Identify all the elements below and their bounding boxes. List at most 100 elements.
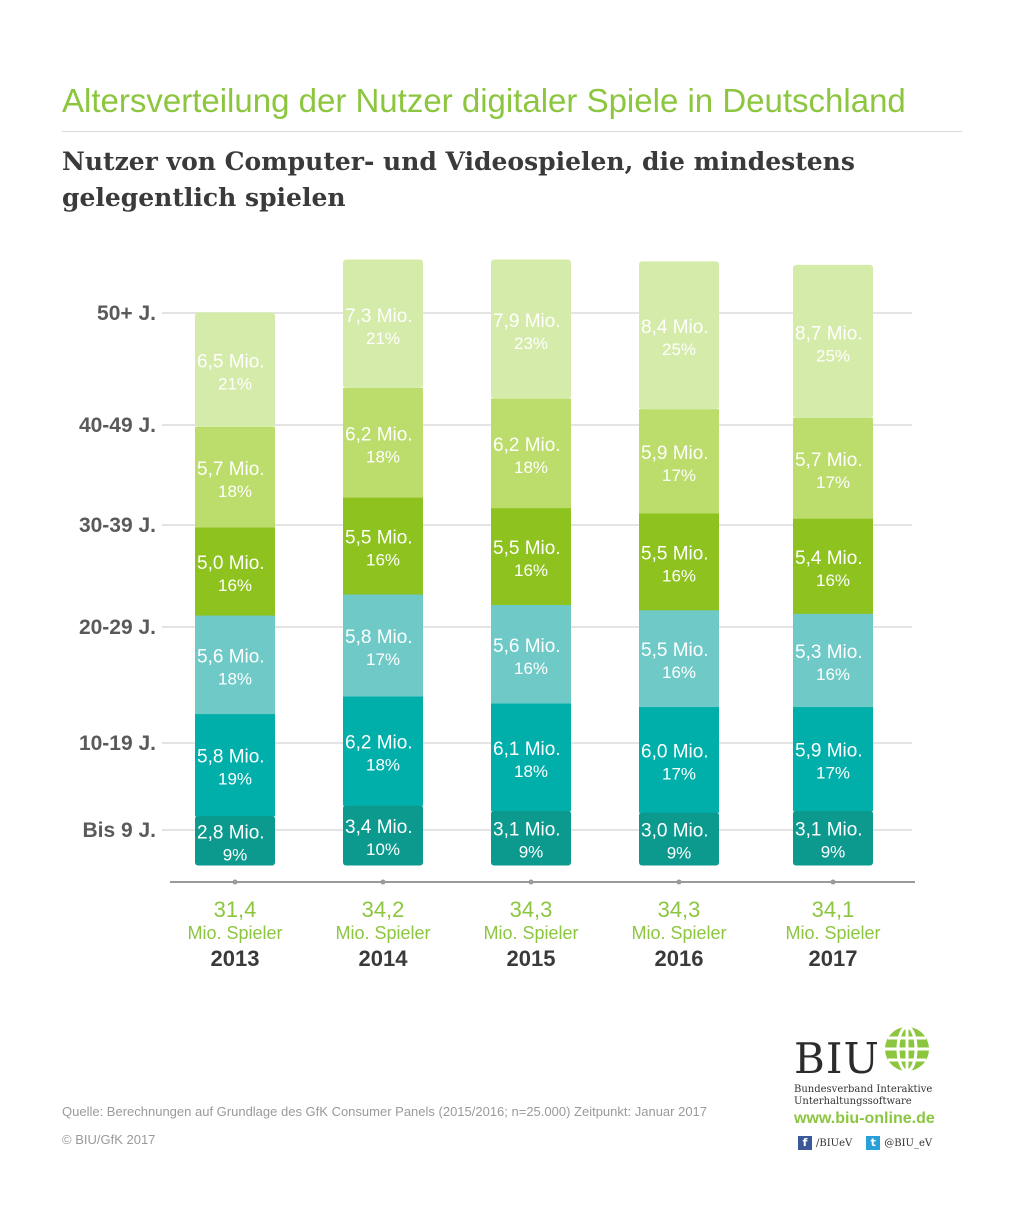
total-value-label: 34,2 xyxy=(362,897,405,922)
bar-segment xyxy=(793,264,873,418)
total-value-label: 34,3 xyxy=(658,897,701,922)
segment-percent-label: 25% xyxy=(816,346,850,365)
globe-icon xyxy=(885,1025,929,1073)
bar-segment xyxy=(639,513,719,611)
segment-value-label: 5,5 Mio. xyxy=(493,538,561,559)
segment-percent-label: 18% xyxy=(514,458,548,477)
segment-value-label: 5,5 Mio. xyxy=(345,528,413,549)
segment-value-label: 5,5 Mio. xyxy=(641,543,709,564)
bar-segment xyxy=(195,615,275,715)
segment-value-label: 6,5 Mio. xyxy=(197,352,265,373)
bar-segment xyxy=(195,815,275,866)
twitter-icon[interactable]: t xyxy=(866,1136,881,1150)
age-group-label: Bis 9 J. xyxy=(82,819,156,842)
segment-percent-label: 17% xyxy=(816,764,850,783)
bar-segment xyxy=(639,706,719,813)
stacked-bar-chart: Bis 9 J. 10-19 J. 20-29 J. 30-39 J. 40-49 J.… xyxy=(79,259,915,971)
total-unit-label: Mio. Spieler xyxy=(335,923,430,943)
segment-value-label: 6,2 Mio. xyxy=(345,425,413,446)
segment-percent-label: 16% xyxy=(218,576,252,595)
bar-segment xyxy=(195,527,275,616)
segment-percent-label: 23% xyxy=(514,334,548,353)
segment-percent-label: 16% xyxy=(514,659,548,678)
segment-value-label: 6,0 Mio. xyxy=(641,741,709,762)
segment-value-label: 5,8 Mio. xyxy=(345,627,413,648)
bar-segment xyxy=(639,409,719,514)
segment-percent-label: 17% xyxy=(662,764,696,783)
segment-percent-label: 10% xyxy=(366,840,400,859)
year-label: 2014 xyxy=(359,946,409,971)
segment-value-label: 5,0 Mio. xyxy=(197,553,265,574)
bar-segment xyxy=(793,706,873,811)
bar-segment xyxy=(491,507,571,606)
source-note: Quelle: Berechnungen auf Grundlage des G… xyxy=(62,1104,708,1119)
bar-segment xyxy=(343,805,423,866)
segment-percent-label: 16% xyxy=(816,665,850,684)
bar-segment xyxy=(793,613,873,708)
segment-value-label: 5,4 Mio. xyxy=(795,548,863,569)
social-links: f /BIUeV t @BIU_eV xyxy=(798,1136,932,1150)
bar-segment xyxy=(343,593,423,697)
axis-tick xyxy=(232,879,238,885)
year-label: 2013 xyxy=(211,946,260,971)
total-value-label: 34,3 xyxy=(510,897,553,922)
copyright-note: © BIU/GfK 2017 xyxy=(62,1132,156,1147)
bar-segment xyxy=(491,259,571,399)
segment-percent-label: 18% xyxy=(218,669,252,688)
segment-percent-label: 21% xyxy=(218,375,252,394)
bar-segment xyxy=(343,259,423,389)
chart-subtitle: Nutzer von Computer- und Videospielen, d… xyxy=(62,147,855,212)
total-value-label: 34,1 xyxy=(812,897,855,922)
year-label: 2015 xyxy=(507,946,556,971)
title-divider xyxy=(62,131,962,132)
segment-value-label: 3,1 Mio. xyxy=(493,820,561,841)
segment-percent-label: 16% xyxy=(816,571,850,590)
segment-percent-label: 17% xyxy=(816,473,850,492)
bar-segment xyxy=(639,609,719,708)
segment-percent-label: 18% xyxy=(514,762,548,781)
bar-segment xyxy=(195,713,275,817)
bar-segment xyxy=(793,518,873,614)
bar-segment xyxy=(639,261,719,410)
year-label: 2017 xyxy=(809,946,858,971)
age-group-label: 30-39 J. xyxy=(79,514,156,537)
total-unit-label: Mio. Spieler xyxy=(785,923,880,943)
bar-segment xyxy=(343,497,423,595)
segment-percent-label: 17% xyxy=(366,650,400,669)
total-value-label: 31,4 xyxy=(214,897,257,922)
segment-percent-label: 25% xyxy=(662,340,696,359)
segment-value-label: 5,3 Mio. xyxy=(795,642,863,663)
page-title: Altersverteilung der Nutzer digitaler Sp… xyxy=(62,82,906,119)
segment-percent-label: 18% xyxy=(218,482,252,501)
bar-segment xyxy=(639,812,719,866)
segment-percent-label: 9% xyxy=(821,843,846,862)
segment-value-label: 5,5 Mio. xyxy=(641,640,709,661)
segment-percent-label: 16% xyxy=(662,566,696,585)
segment-percent-label: 17% xyxy=(662,466,696,485)
segment-percent-label: 9% xyxy=(519,843,544,862)
total-unit-label: Mio. Spieler xyxy=(187,923,282,943)
segment-percent-label: 18% xyxy=(366,448,400,467)
twitter-handle[interactable]: @BIU_eV xyxy=(884,1137,933,1149)
segment-percent-label: 18% xyxy=(366,756,400,775)
axis-tick xyxy=(830,879,836,885)
segment-value-label: 7,9 Mio. xyxy=(493,311,561,332)
segment-value-label: 6,1 Mio. xyxy=(493,739,561,760)
segment-percent-label: 16% xyxy=(514,561,548,580)
age-group-label: 40-49 J. xyxy=(79,414,156,437)
facebook-icon[interactable]: f xyxy=(798,1136,812,1150)
segment-value-label: 7,3 Mio. xyxy=(345,306,413,327)
axis-tick xyxy=(528,879,534,885)
facebook-handle[interactable]: /BIUeV xyxy=(816,1137,853,1149)
segment-value-label: 2,8 Mio. xyxy=(197,822,265,843)
segment-value-label: 5,6 Mio. xyxy=(197,646,265,667)
segment-percent-label: 16% xyxy=(366,551,400,570)
segment-percent-label: 9% xyxy=(667,844,692,863)
logo-organization: Bundesverband Interaktive Unterhaltungss… xyxy=(794,1084,933,1107)
segment-value-label: 3,0 Mio. xyxy=(641,821,709,842)
segment-value-label: 8,7 Mio. xyxy=(795,323,863,344)
logo-wordmark: BIU xyxy=(794,1034,880,1083)
segment-percent-label: 9% xyxy=(223,845,248,864)
bar-segment xyxy=(343,388,423,498)
website-link[interactable]: www.biu-online.de xyxy=(794,1110,935,1127)
